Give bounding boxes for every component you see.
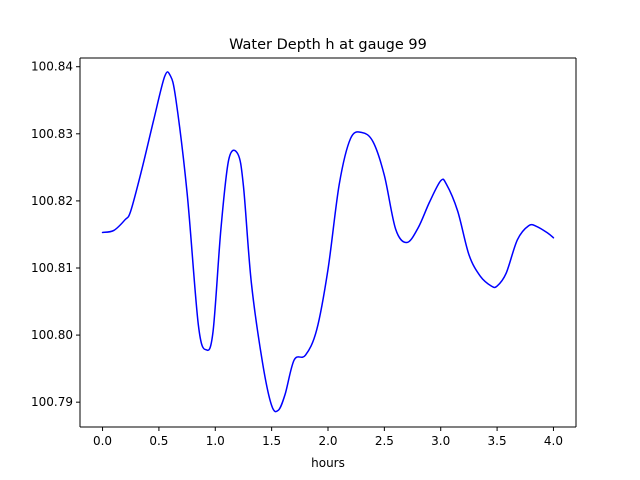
x-tick-label: 0.5 xyxy=(149,434,168,448)
axes-layer: 0.0 0.5 1.0 1.5 2.0 2.5 3.0 3.5 4.0 100.79 100.80 1… xyxy=(31,57,577,448)
x-axis-label: hours xyxy=(311,456,345,470)
x-tick-label: 0.0 xyxy=(93,434,112,448)
y-tick-label: 100.82 xyxy=(31,194,73,208)
x-tick-label: 3.0 xyxy=(431,434,450,448)
y-tick-label: 100.81 xyxy=(31,261,73,275)
x-tick-label: 3.5 xyxy=(488,434,507,448)
y-tick-label: 100.84 xyxy=(31,60,73,74)
x-tick-label: 1.0 xyxy=(206,434,225,448)
x-tick-label: 1.5 xyxy=(262,434,281,448)
series-layer xyxy=(101,71,555,413)
x-tick-label: 2.0 xyxy=(318,434,337,448)
y-tick-label: 100.83 xyxy=(31,127,73,141)
series-line-h xyxy=(101,71,555,413)
plot-area xyxy=(80,58,576,427)
x-tick-label: 4.0 xyxy=(544,434,563,448)
chart-title: Water Depth h at gauge 99 xyxy=(229,37,427,53)
y-tick-label: 100.80 xyxy=(31,328,73,342)
x-tick-label: 2.5 xyxy=(375,434,394,448)
y-tick-label: 100.79 xyxy=(31,395,73,409)
